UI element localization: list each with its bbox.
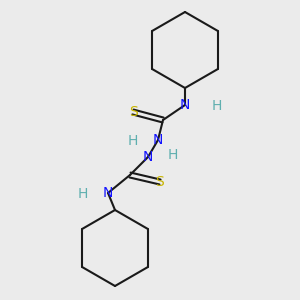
Text: H: H (78, 187, 88, 201)
Text: H: H (168, 148, 178, 162)
Text: S: S (156, 175, 164, 189)
Text: N: N (180, 98, 190, 112)
Text: H: H (128, 134, 138, 148)
Text: H: H (212, 99, 222, 113)
Text: N: N (143, 150, 153, 164)
Text: N: N (103, 186, 113, 200)
Text: N: N (153, 133, 163, 147)
Text: S: S (129, 105, 137, 119)
